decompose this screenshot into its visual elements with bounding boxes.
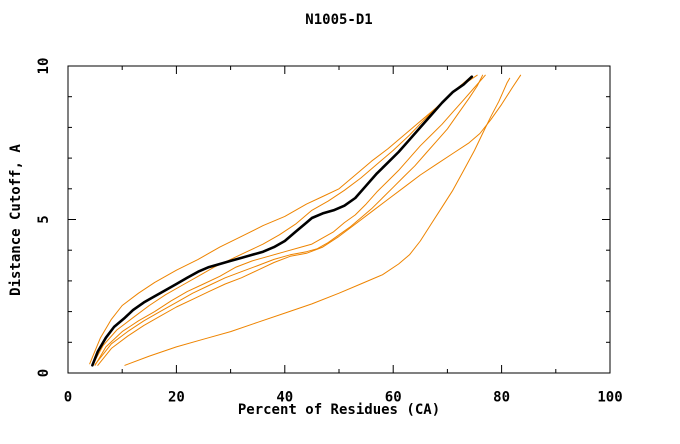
- x-tick-label: 20: [168, 390, 185, 406]
- x-tick-label: 40: [276, 390, 293, 406]
- x-tick-label: 80: [493, 390, 510, 406]
- x-tick-label: 0: [64, 390, 72, 406]
- axis-ticks-group: [67, 65, 611, 374]
- curve-orange-line-2: [91, 77, 470, 366]
- y-tick-label: 0: [36, 369, 52, 377]
- tick-labels-group: 0 20 40 60 80 100 0 5 10: [36, 58, 623, 406]
- chart-title: N1005-D1: [305, 12, 372, 28]
- curve-orange-line-5: [97, 74, 522, 366]
- curves-group: [89, 74, 522, 367]
- curve-orange-line-6: [124, 77, 511, 366]
- curve-black-bold-line: [91, 75, 474, 367]
- y-tick-label: 10: [36, 58, 52, 75]
- x-tick-label: 60: [385, 390, 402, 406]
- curve-orange-line-1: [89, 74, 478, 365]
- curve-orange-line-3: [94, 74, 486, 366]
- y-tick-label: 5: [36, 215, 52, 223]
- curve-orange-line-4: [94, 74, 484, 365]
- y-axis-label: Distance Cutoff, A: [8, 144, 24, 296]
- x-tick-label: 100: [597, 390, 622, 406]
- plot-frame: [67, 65, 611, 374]
- x-axis-label: Percent of Residues (CA): [238, 402, 440, 418]
